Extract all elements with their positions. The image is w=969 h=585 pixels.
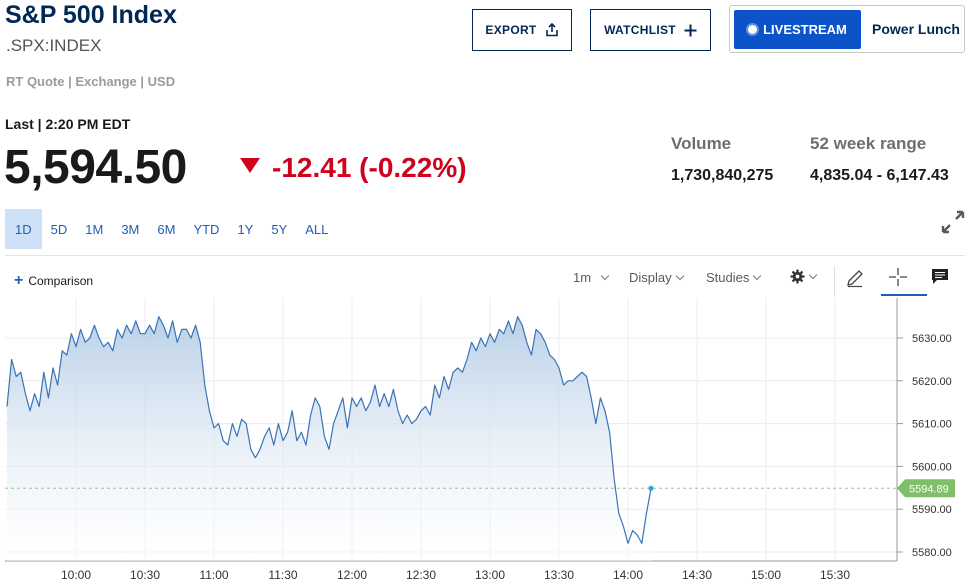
range-value: 4,835.04 - 6,147.43	[810, 167, 949, 184]
export-label: EXPORT	[485, 23, 537, 37]
export-button[interactable]: EXPORT	[472, 9, 572, 51]
x-tick-label: 14:30	[682, 568, 712, 582]
x-tick-label: 15:00	[751, 568, 781, 582]
last-point-marker	[648, 485, 654, 491]
price-change: -12.41 (-0.22%)	[272, 152, 467, 183]
livestream-label: LIVESTREAM	[763, 22, 847, 37]
expand-icon[interactable]	[940, 209, 966, 235]
watchlist-button[interactable]: WATCHLIST	[590, 9, 711, 51]
last-value-label: 5594.89	[909, 483, 949, 495]
last-value-tag	[897, 479, 955, 498]
y-tick-label: 5630.00	[912, 333, 952, 345]
share-icon	[545, 23, 558, 37]
ticker-symbol: .SPX:INDEX	[6, 36, 102, 55]
range-tab[interactable]: 1M	[85, 221, 104, 237]
range-tab[interactable]: YTD	[193, 221, 220, 237]
last-price: 5,594.50	[4, 141, 187, 194]
livestream-button[interactable]: LIVESTREAM	[734, 10, 861, 49]
watchlist-label: WATCHLIST	[604, 23, 676, 37]
gear-icon	[790, 269, 805, 284]
range-tab[interactable]: 5D	[50, 221, 68, 237]
y-tick-label: 5580.00	[912, 547, 952, 559]
y-tick-label: 5610.00	[912, 419, 952, 431]
pencil-icon[interactable]	[845, 268, 865, 288]
last-trade-time: Last | 2:20 PM EDT	[5, 116, 131, 132]
plus-icon: +	[14, 272, 24, 289]
range-tab[interactable]: ALL	[305, 221, 329, 237]
display-label: Display	[629, 270, 672, 285]
y-tick-label: 5590.00	[912, 504, 952, 516]
y-tick-label: 5600.00	[912, 461, 952, 473]
price-line	[6, 316, 652, 544]
y-tick-label: 5620.00	[912, 376, 952, 388]
settings-menu[interactable]	[790, 269, 818, 284]
live-dot-icon	[748, 25, 758, 34]
price-area	[7, 316, 651, 561]
down-arrow-icon	[240, 158, 260, 173]
range-tab[interactable]: 1Y	[237, 221, 254, 237]
toolbar-divider	[834, 266, 835, 296]
comparison-label: Comparison	[28, 274, 94, 288]
range-tab[interactable]: 3M	[121, 221, 140, 237]
x-tick-label: 10:00	[61, 568, 91, 582]
studies-label: Studies	[706, 270, 750, 285]
range-tab[interactable]: 6M	[157, 221, 176, 237]
x-tick-label: 10:30	[130, 568, 160, 582]
plus-icon	[684, 24, 697, 36]
chart-toolbar: + Comparison 1m Display Studies	[5, 260, 965, 298]
volume-value: 1,730,840,275	[671, 167, 774, 184]
chevron-down-icon	[753, 271, 762, 281]
interval-label: 1m	[573, 270, 592, 285]
x-tick-label: 11:00	[199, 568, 228, 582]
range-tab[interactable]: 5Y	[271, 221, 288, 237]
interval-select[interactable]: 1m	[573, 270, 610, 285]
livestream-widget: LIVESTREAM Power Lunch	[729, 5, 965, 53]
page-title: S&P 500 Index	[5, 1, 177, 29]
active-tool-indicator	[881, 294, 927, 296]
comparison-button[interactable]: + Comparison	[14, 272, 93, 290]
volume-label: Volume	[671, 134, 732, 153]
quote-meta: RT Quote | Exchange | USD	[6, 74, 176, 89]
range-tabs: 1D 5D 1M 3M 6M YTD 1Y 5Y ALL	[5, 209, 337, 249]
range-label: 52 week range	[810, 134, 927, 153]
chevron-down-icon	[675, 271, 684, 281]
x-tick-label: 13:30	[544, 568, 574, 582]
x-tick-label: 12:00	[337, 568, 367, 582]
crosshair-icon[interactable]	[888, 267, 908, 287]
show-name[interactable]: Power Lunch	[872, 21, 960, 37]
price-chart[interactable]: 10:00 10:30 11:00 11:30 12:00 12:30 13:00 13:30…	[0, 298, 969, 585]
studies-menu[interactable]: Studies	[706, 270, 762, 285]
range-tab[interactable]: 1D	[5, 209, 42, 249]
x-tick-label: 11:30	[268, 568, 297, 582]
x-tick-label: 13:00	[475, 568, 505, 582]
x-tick-label: 14:00	[613, 568, 643, 582]
x-tick-label: 15:30	[820, 568, 850, 582]
chart-svg: 10:00 10:30 11:00 11:30 12:00 12:30 13:00 13:30…	[5, 298, 955, 582]
comment-icon[interactable]	[931, 268, 949, 285]
x-tick-label: 12:30	[406, 568, 436, 582]
chevron-down-icon	[600, 271, 610, 281]
divider	[5, 255, 965, 256]
chevron-down-icon	[808, 270, 818, 280]
display-menu[interactable]: Display	[629, 270, 684, 285]
